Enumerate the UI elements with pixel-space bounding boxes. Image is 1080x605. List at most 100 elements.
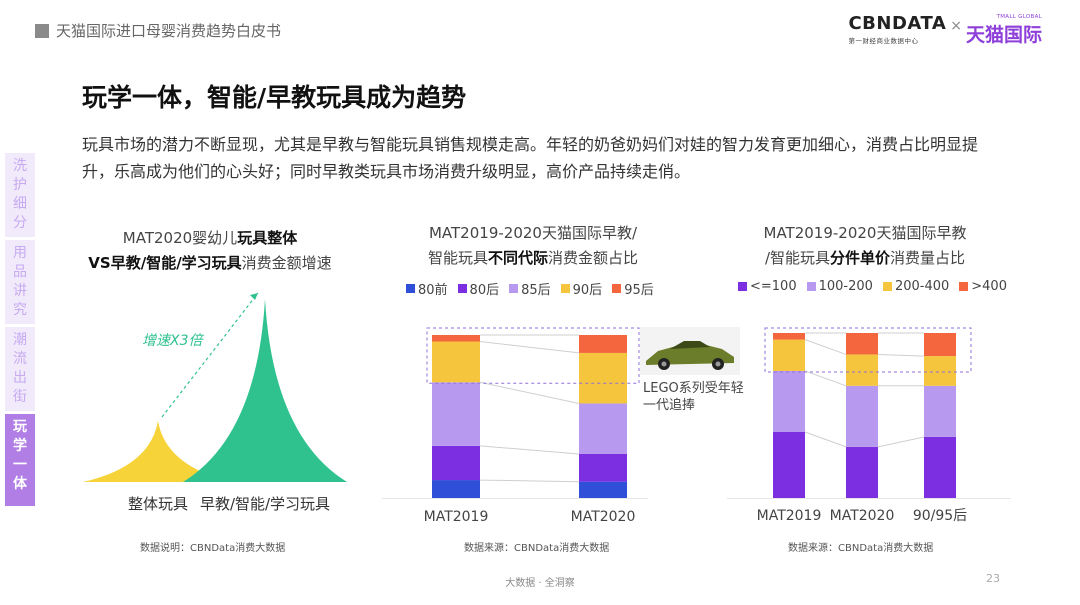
lego-car-image bbox=[640, 327, 740, 375]
cbndata-logo-subtitle: 第一财经商业数据中心 bbox=[848, 37, 919, 45]
legend-label: 90后 bbox=[572, 283, 603, 298]
bar-segment bbox=[773, 333, 805, 340]
growth-title-bold-2: VS早教/智能/学习玩具 bbox=[88, 254, 242, 272]
legend-swatch bbox=[959, 282, 969, 291]
growth-annotation: 增速X3倍 bbox=[142, 333, 204, 349]
nav-item-1[interactable]: 洗护细分 bbox=[5, 153, 35, 237]
legend-label: 100-200 bbox=[818, 279, 873, 294]
generation-title-bold: 不同代际 bbox=[487, 249, 548, 267]
nav-item-3[interactable]: 潮流出街 bbox=[5, 327, 35, 411]
bar-segment bbox=[924, 333, 956, 357]
bar-segment bbox=[432, 341, 480, 383]
generation-title-plain: 智能玩具 bbox=[427, 249, 488, 267]
generation-chart: MAT2019 MAT2020 bbox=[382, 327, 648, 525]
legend-label: <=100 bbox=[750, 279, 797, 294]
connector-line bbox=[877, 353, 925, 357]
legend-item: <=100 bbox=[738, 279, 797, 294]
growth-arrow bbox=[161, 292, 259, 418]
growth-title-bold: 玩具整体 bbox=[237, 229, 298, 247]
price-legend: <=100 100-200 200-400 >400 bbox=[738, 279, 1007, 294]
footer-slogan: 大数据 · 全洞察 bbox=[505, 578, 575, 589]
growth-title-plain: MAT2020婴幼儿 bbox=[122, 229, 238, 247]
bar-segment bbox=[432, 335, 480, 342]
legend-swatch bbox=[406, 284, 415, 293]
growth-chart-source: 数据说明：CBNData消费大数据 bbox=[140, 543, 286, 554]
logo-times-sign: × bbox=[950, 18, 962, 34]
lego-callout-text: LEGO系列受年轻一代追捧 bbox=[643, 381, 744, 413]
intro-paragraph: 玩具市场的潜力不断显现，尤其是早教与智能玩具销售规模走高。年轻的奶爸奶妈们对娃的… bbox=[82, 135, 979, 181]
bar-segment bbox=[432, 445, 480, 481]
legend-item: 85后 bbox=[509, 279, 551, 298]
connector-line bbox=[479, 341, 580, 354]
price-title-bold: 分件单价 bbox=[830, 249, 891, 267]
bar-segment bbox=[432, 480, 480, 498]
x-tick-label: MAT2019 bbox=[424, 509, 489, 525]
bar-segment bbox=[846, 446, 878, 498]
legend-swatch bbox=[509, 284, 519, 293]
tmall-logo: TMALL GLOBAL 天猫国际 bbox=[966, 14, 1042, 46]
brand-logo: CBNDATA 第一财经商业数据中心 × TMALL GLOBAL 天猫国际 bbox=[848, 14, 1042, 52]
legend-item: 80后 bbox=[457, 279, 499, 298]
legend-label: >400 bbox=[971, 279, 1007, 294]
cbndata-logo-text: CBNDATA bbox=[848, 13, 947, 34]
connector-line bbox=[479, 479, 580, 483]
page-title: 玩学一体，智能/早教玩具成为趋势 bbox=[82, 83, 467, 112]
cbndata-logo: CBNDATA 第一财经商业数据中心 bbox=[848, 13, 947, 46]
connector-line bbox=[804, 370, 847, 387]
price-title-line1: MAT2019-2020天猫国际早教 bbox=[763, 224, 967, 242]
growth-peak-2 bbox=[183, 299, 347, 482]
generation-title-plain-2: 消费金额占比 bbox=[548, 249, 639, 267]
price-chart: MAT2019 MAT2020 90/95后 bbox=[727, 327, 1011, 524]
tmall-global-text: TMALL GLOBAL bbox=[996, 14, 1042, 20]
generation-chart-source: 数据来源：CBNData消费大数据 bbox=[464, 543, 610, 554]
legend-item: 80前 bbox=[406, 279, 448, 298]
legend-item: 90后 bbox=[560, 279, 603, 298]
legend-item: 100-200 bbox=[806, 279, 873, 294]
bar-segment bbox=[846, 354, 878, 386]
bar-segment bbox=[924, 356, 956, 386]
generation-title-line1: MAT2019-2020天猫国际早教/ bbox=[428, 224, 638, 242]
connector-line bbox=[877, 436, 925, 448]
bar-segment bbox=[773, 339, 805, 371]
growth-title-plain-2: 消费金额增速 bbox=[241, 254, 332, 272]
legend-label: 200-400 bbox=[894, 279, 950, 294]
price-title-plain-2: 消费量占比 bbox=[890, 249, 966, 267]
growth-arrow-head bbox=[250, 293, 258, 300]
x-tick-label: MAT2019 bbox=[757, 508, 822, 524]
connector-line bbox=[479, 445, 580, 455]
price-chart-source: 数据来源：CBNData消费大数据 bbox=[788, 543, 934, 554]
bar-segment bbox=[773, 432, 805, 498]
bar-segment bbox=[579, 403, 627, 454]
bar-segment bbox=[846, 333, 878, 355]
highlight-box bbox=[426, 327, 640, 384]
bar-segment bbox=[924, 436, 956, 498]
bar-segment bbox=[924, 385, 956, 437]
connector-line bbox=[479, 381, 580, 404]
growth-category-label: 整体玩具 bbox=[128, 495, 188, 513]
bar-segment bbox=[579, 352, 627, 404]
generation-chart-title: MAT2019-2020天猫国际早教/ 智能玩具不同代际消费金额占比 bbox=[388, 221, 678, 271]
bar-segment bbox=[432, 382, 480, 446]
growth-chart: 整体玩具 早教/智能/学习玩具 增速X3倍 bbox=[83, 292, 347, 513]
legend-item: >400 bbox=[959, 279, 1007, 294]
legend-swatch bbox=[612, 284, 622, 293]
legend-swatch bbox=[738, 282, 747, 291]
highlight-box bbox=[764, 327, 972, 373]
x-tick-label: 90/95后 bbox=[913, 508, 967, 524]
bar-segment bbox=[579, 481, 627, 498]
legend-swatch bbox=[882, 282, 892, 291]
growth-category-label: 早教/智能/学习玩具 bbox=[200, 495, 330, 513]
nav-item-4[interactable]: 玩学一体 bbox=[5, 414, 35, 506]
legend-swatch bbox=[457, 284, 467, 293]
connector-line bbox=[804, 339, 847, 355]
bar-segment bbox=[579, 335, 627, 353]
price-chart-title: MAT2019-2020天猫国际早教 /智能玩具分件单价消费量占比 bbox=[720, 221, 1010, 271]
bar-segment bbox=[773, 370, 805, 432]
x-tick-label: MAT2020 bbox=[830, 508, 895, 524]
x-tick-label: MAT2020 bbox=[571, 509, 636, 525]
legend-item: 200-400 bbox=[882, 279, 950, 294]
nav-item-2[interactable]: 用品讲究 bbox=[5, 240, 35, 324]
connector-line bbox=[804, 431, 847, 448]
bar-segment bbox=[579, 453, 627, 482]
header-marker-icon bbox=[35, 24, 49, 38]
